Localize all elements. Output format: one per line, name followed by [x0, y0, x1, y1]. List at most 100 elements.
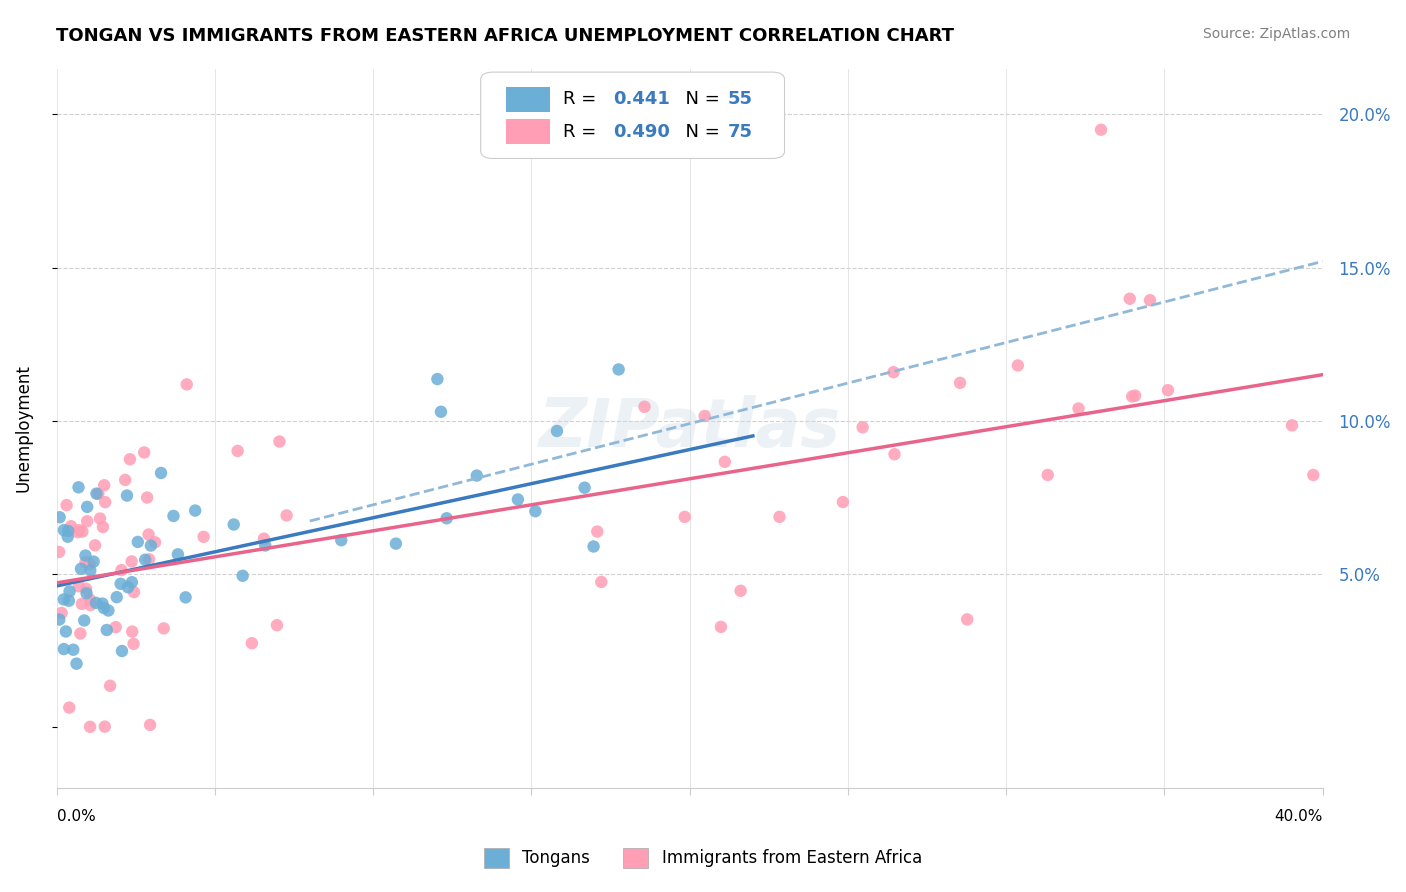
- Point: [385, 536, 408, 550]
- Point: [1123, 389, 1146, 403]
- Point: [70, 597, 93, 611]
- Point: [110, 563, 132, 577]
- Text: R =: R =: [562, 123, 602, 141]
- Point: [174, 591, 197, 605]
- Point: [546, 424, 568, 438]
- Point: [111, 644, 134, 658]
- Point: [76, 586, 98, 600]
- Point: [232, 569, 254, 583]
- Point: [56, 530, 79, 544]
- Point: [138, 552, 160, 566]
- Point: [152, 621, 174, 635]
- Point: [94, 720, 117, 734]
- Text: 40.0%: 40.0%: [1274, 809, 1323, 824]
- Point: [852, 420, 875, 434]
- Point: [574, 481, 596, 495]
- Point: [122, 585, 145, 599]
- Point: [67, 480, 90, 494]
- Point: [48, 613, 70, 627]
- Point: [710, 620, 733, 634]
- Point: [55, 498, 77, 512]
- Point: [79, 563, 101, 577]
- Point: [138, 527, 160, 541]
- Point: [768, 509, 790, 524]
- Point: [58, 700, 80, 714]
- Point: [276, 508, 298, 523]
- Point: [84, 538, 107, 552]
- Point: [426, 372, 449, 386]
- Point: [75, 582, 97, 596]
- Point: [75, 555, 97, 569]
- Point: [240, 636, 263, 650]
- Point: [67, 523, 90, 537]
- Text: 55: 55: [727, 90, 752, 109]
- Y-axis label: Unemployment: Unemployment: [15, 364, 32, 492]
- Point: [66, 525, 89, 540]
- Point: [586, 524, 609, 539]
- Point: [75, 549, 97, 563]
- Text: 0.441: 0.441: [613, 90, 671, 109]
- Point: [693, 409, 716, 423]
- Point: [48, 510, 70, 524]
- FancyBboxPatch shape: [506, 119, 550, 145]
- Point: [430, 405, 453, 419]
- Point: [79, 598, 101, 612]
- Point: [143, 535, 166, 549]
- Point: [76, 514, 98, 528]
- Point: [79, 592, 101, 607]
- Point: [1281, 418, 1303, 433]
- Point: [84, 596, 107, 610]
- Point: [79, 557, 101, 571]
- FancyBboxPatch shape: [481, 72, 785, 159]
- Point: [89, 511, 111, 525]
- Point: [86, 486, 108, 500]
- Point: [330, 533, 353, 548]
- Point: [72, 524, 94, 539]
- Point: [83, 555, 105, 569]
- Text: Source: ZipAtlas.com: Source: ZipAtlas.com: [1202, 27, 1350, 41]
- Point: [673, 509, 696, 524]
- Point: [226, 444, 249, 458]
- Point: [67, 579, 90, 593]
- Point: [730, 583, 752, 598]
- Point: [1119, 292, 1142, 306]
- Point: [134, 445, 156, 459]
- Point: [55, 624, 77, 639]
- Point: [122, 637, 145, 651]
- Point: [91, 520, 114, 534]
- Point: [134, 553, 156, 567]
- Point: [524, 504, 547, 518]
- Point: [1036, 467, 1059, 482]
- Legend: Tongans, Immigrants from Eastern Africa: Tongans, Immigrants from Eastern Africa: [477, 841, 929, 875]
- Point: [1121, 389, 1143, 403]
- Point: [1157, 383, 1180, 397]
- Text: N =: N =: [675, 123, 725, 141]
- Text: TONGAN VS IMMIGRANTS FROM EASTERN AFRICA UNEMPLOYMENT CORRELATION CHART: TONGAN VS IMMIGRANTS FROM EASTERN AFRICA…: [56, 27, 955, 45]
- Point: [52, 523, 75, 537]
- Point: [114, 473, 136, 487]
- Point: [118, 452, 141, 467]
- Point: [465, 468, 488, 483]
- Point: [70, 562, 93, 576]
- Point: [87, 487, 110, 501]
- Point: [48, 545, 70, 559]
- Point: [176, 377, 198, 392]
- FancyBboxPatch shape: [506, 87, 550, 112]
- Text: R =: R =: [562, 90, 602, 109]
- Point: [266, 618, 288, 632]
- Point: [1139, 293, 1161, 308]
- Point: [582, 540, 605, 554]
- Point: [139, 718, 162, 732]
- Point: [117, 580, 139, 594]
- Point: [52, 592, 75, 607]
- Point: [1007, 359, 1029, 373]
- Point: [127, 535, 149, 549]
- Point: [883, 447, 905, 461]
- Point: [166, 547, 188, 561]
- Point: [184, 503, 207, 517]
- Text: 75: 75: [727, 123, 752, 141]
- Point: [150, 466, 173, 480]
- Point: [79, 720, 101, 734]
- Point: [633, 400, 655, 414]
- Point: [714, 455, 737, 469]
